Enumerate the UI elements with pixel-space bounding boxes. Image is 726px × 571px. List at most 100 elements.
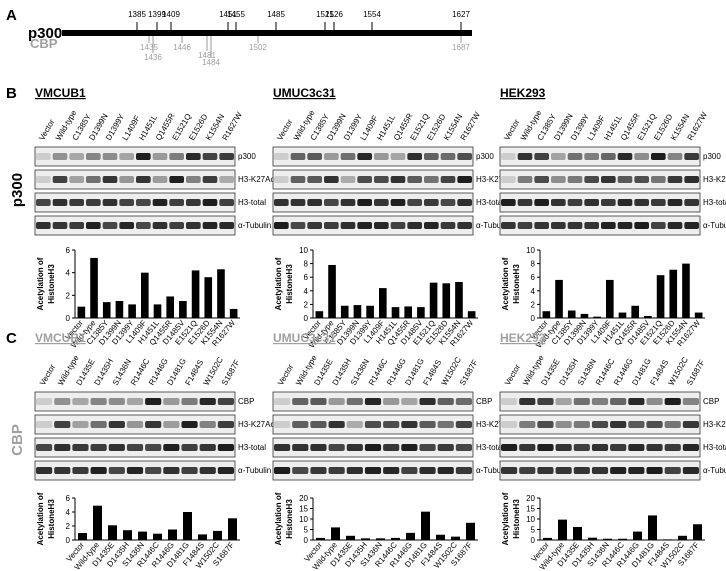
blot-band xyxy=(634,199,649,206)
blot-band xyxy=(664,467,681,474)
y-tick-label: 10 xyxy=(526,515,535,524)
blot-band xyxy=(328,444,345,451)
bar xyxy=(573,526,582,540)
blot-band xyxy=(364,398,382,405)
blot-band xyxy=(684,222,699,229)
blot-band xyxy=(517,176,533,183)
blot-band xyxy=(383,467,400,474)
blot-band xyxy=(646,467,663,474)
blot-band xyxy=(601,153,616,160)
blot-band xyxy=(682,398,699,405)
panel-label: B xyxy=(6,85,17,102)
y-tick-label: 10 xyxy=(299,246,308,255)
bar xyxy=(379,288,387,318)
bar xyxy=(588,537,597,540)
cell-line-title: VMCUB1 xyxy=(35,86,86,100)
blot-band xyxy=(437,421,454,428)
y-tick-label: 0 xyxy=(531,536,536,545)
blot-band xyxy=(519,398,536,405)
row-label: CBP xyxy=(238,397,254,406)
blot-band xyxy=(419,467,436,474)
cell-line-title: HEK293 xyxy=(500,331,546,345)
blot-band xyxy=(108,398,125,405)
cell-line-title: UMUC3c31 xyxy=(273,86,336,100)
blot-band xyxy=(357,153,372,160)
lane-label: R1627W xyxy=(686,110,710,142)
blot-band xyxy=(610,467,627,474)
bar xyxy=(417,307,425,318)
row-label: H3-K27Ac xyxy=(476,420,512,429)
blot-band xyxy=(145,421,162,428)
site-label: 1409 xyxy=(162,10,180,19)
blot-band xyxy=(163,398,180,405)
blot-band xyxy=(274,199,289,206)
bar xyxy=(558,519,567,540)
blot-band xyxy=(617,222,633,229)
row-label: p300 xyxy=(238,152,256,161)
blot-band xyxy=(357,199,372,206)
blot-band xyxy=(181,398,198,405)
bar xyxy=(315,311,324,318)
y-tick-label: 0 xyxy=(531,314,536,323)
blot-band xyxy=(219,222,234,229)
blot-band xyxy=(202,199,218,206)
blot-band xyxy=(682,421,699,428)
row-label: H3-K27Ac xyxy=(238,420,274,429)
blot-band xyxy=(534,199,549,206)
y-tick-label: 8 xyxy=(304,260,309,269)
blot-band xyxy=(537,444,554,451)
blot-band xyxy=(36,398,53,405)
y-tick-label: 5 xyxy=(531,526,536,535)
y-axis-label: HistoneH3 xyxy=(285,499,294,539)
y-tick-label: 5 xyxy=(304,526,309,535)
blot-band xyxy=(591,444,609,451)
blot-band xyxy=(455,444,472,451)
blot-band xyxy=(163,421,180,428)
blot-band xyxy=(501,467,518,474)
blot-band xyxy=(86,199,101,206)
bar xyxy=(191,270,200,318)
blot-band xyxy=(401,444,418,451)
blot-band xyxy=(646,444,663,451)
bar xyxy=(656,275,665,318)
blot-band xyxy=(601,176,616,183)
blot-band xyxy=(419,421,436,428)
blot-frame xyxy=(34,414,236,435)
blot-band xyxy=(517,222,533,229)
blot-band xyxy=(584,153,599,160)
row-label: H3-K27Ac xyxy=(703,175,726,184)
blot-band xyxy=(440,153,456,160)
blot-band xyxy=(169,222,184,229)
bar xyxy=(663,539,672,540)
blot-band xyxy=(601,199,616,206)
blot-band xyxy=(90,398,107,405)
y-tick-label: 6 xyxy=(66,246,71,255)
blot-band xyxy=(274,153,289,160)
site-label: 1399 xyxy=(148,10,166,19)
blot-band xyxy=(136,222,151,229)
blot-band xyxy=(36,444,53,451)
row-label: H3-total xyxy=(238,443,266,452)
row-label: H3-total xyxy=(703,443,726,452)
y-tick-label: 2 xyxy=(304,300,309,309)
blot-band xyxy=(219,199,234,206)
bar xyxy=(451,536,460,540)
site-label: 1455 xyxy=(227,10,245,19)
bar xyxy=(593,316,601,318)
row-label: p300 xyxy=(703,152,721,161)
blot-band xyxy=(584,199,599,206)
blot-band xyxy=(682,467,699,474)
blot-band xyxy=(684,199,699,206)
y-tick-label: 10 xyxy=(526,246,535,255)
blot-band xyxy=(651,176,666,183)
bar xyxy=(346,535,355,540)
blot-band xyxy=(364,421,382,428)
blot-band xyxy=(54,421,71,428)
p300-label: p300 xyxy=(28,25,62,42)
blot-band xyxy=(646,398,663,405)
side-label: CBP xyxy=(9,424,26,456)
blot-band xyxy=(455,398,472,405)
bar xyxy=(108,525,117,540)
bar xyxy=(580,313,589,318)
